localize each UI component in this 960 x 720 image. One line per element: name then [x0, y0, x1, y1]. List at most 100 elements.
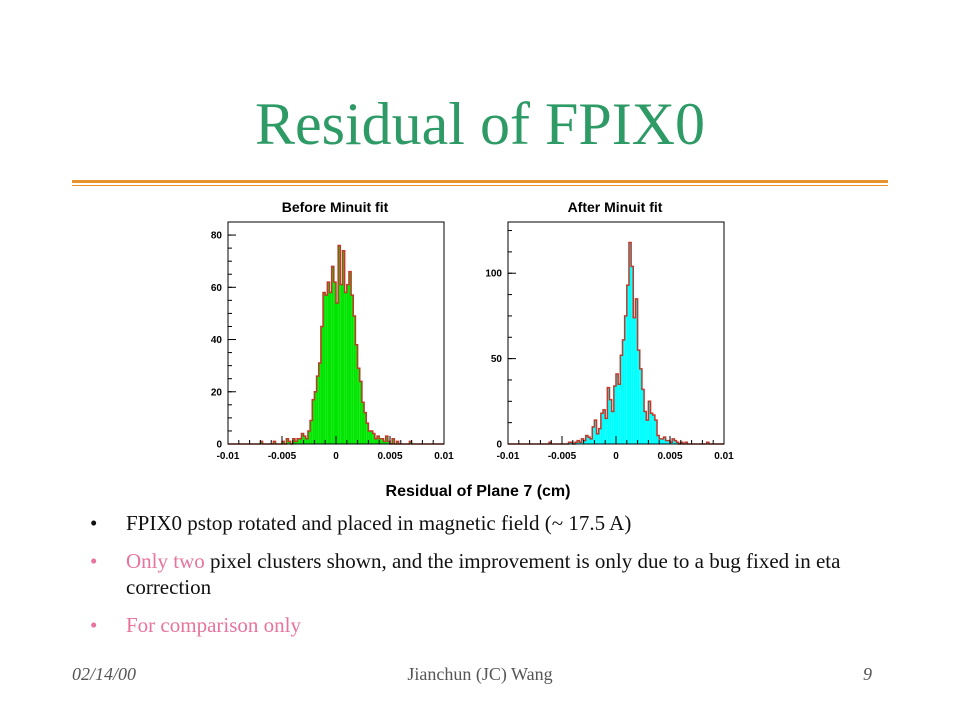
bullet-text-accent: Only two [126, 549, 205, 573]
histogram-bin [383, 441, 386, 444]
histogram-bin [323, 292, 326, 444]
histogram-bin [641, 389, 645, 444]
histogram-bin [652, 414, 655, 444]
x-tick-label: 0.005 [377, 451, 402, 462]
histogram-bin [305, 438, 308, 444]
histogram-bin [348, 271, 352, 444]
histogram-bin [329, 292, 332, 444]
histogram-bin [314, 391, 317, 444]
histogram-bin [396, 441, 399, 444]
histogram-bin [570, 442, 573, 444]
bullet-text-accent: For comparison only [126, 613, 301, 637]
histogram-bin [303, 436, 306, 444]
histogram-bin [331, 266, 334, 444]
x-tick-label: 0.005 [657, 451, 682, 462]
histogram-bin [648, 401, 651, 444]
histogram-bin [611, 411, 614, 444]
x-tick-label: -0.005 [268, 451, 297, 462]
histogram-bin [377, 436, 380, 444]
y-tick-label: 50 [491, 354, 503, 365]
y-tick-label: 60 [211, 283, 223, 294]
histogram-bin [598, 428, 601, 444]
histogram-before: -0.01 -0.005 0 0.005 0.01 0 20 40 60 80 [211, 221, 454, 462]
histogram-bin [661, 438, 664, 444]
histogram-bin [392, 438, 395, 444]
footer-date: 02/14/00 [72, 664, 137, 684]
histogram-bin [366, 423, 369, 444]
histogram-bin [574, 442, 578, 444]
histogram-bin [312, 399, 315, 444]
chart-before-title: Before Minuit fit [282, 199, 389, 215]
bullet-item: • Only two pixel clusters shown, and the … [90, 548, 850, 600]
histogram-bin [385, 436, 388, 444]
histogram-bin [628, 242, 632, 444]
histogram-bin [294, 441, 298, 444]
histogram-bin [605, 418, 608, 444]
x-tick-label: 0.01 [434, 451, 454, 462]
histogram-bin [581, 438, 584, 444]
x-tick-label: 0 [333, 451, 339, 462]
histogram-bin [292, 438, 295, 444]
histogram-bin [327, 282, 330, 444]
histogram-bin [631, 266, 634, 444]
histogram-figure: Before Minuit fit After Minuit fit Resid… [211, 199, 734, 500]
histogram-bin [297, 438, 300, 444]
bullet-item: • FPIX0 pstop rotated and placed in magne… [90, 510, 850, 536]
histogram-bin [364, 412, 367, 444]
histogram-bin [706, 442, 709, 444]
x-tick-label: -0.01 [217, 451, 240, 462]
histogram-bin [667, 440, 670, 444]
histogram-bin [676, 442, 679, 444]
bullet-marker: • [90, 511, 98, 535]
histogram-bin [583, 440, 586, 444]
histogram-bin [659, 438, 662, 444]
histogram-bin [650, 413, 653, 444]
histogram-bin [568, 442, 571, 444]
y-tick-label: 100 [485, 269, 502, 280]
x-tick-label: -0.01 [497, 451, 520, 462]
histogram-bin [307, 430, 311, 444]
title-underline-thin [72, 185, 888, 186]
histogram-bin [379, 438, 382, 444]
histogram-bin [288, 441, 291, 444]
histogram-bin [633, 317, 636, 444]
histogram-bin [355, 344, 358, 444]
histogram-bin [370, 430, 373, 444]
x-axis-label: Residual of Plane 7 (cm) [386, 483, 571, 500]
histogram-bin [338, 245, 341, 444]
y-tick-label: 80 [211, 231, 223, 242]
bullet-text: pixel clusters shown, and the improvemen… [126, 549, 841, 599]
histogram-bin [409, 441, 412, 444]
histogram-bin [620, 355, 623, 444]
histogram-bin [587, 437, 591, 444]
histogram-bin [585, 435, 588, 444]
histogram-bin [301, 433, 304, 444]
slide-title: Residual of FPIX0 [255, 91, 705, 157]
histogram-bin [579, 442, 582, 444]
histogram-bin [618, 384, 621, 444]
x-tick-label: 0.01 [714, 451, 734, 462]
bullet-text: FPIX0 pstop rotated and placed in magnet… [126, 511, 632, 535]
histogram-bin [357, 368, 360, 444]
histogram-bin [603, 409, 606, 444]
footer-author: Jianchun (JC) Wang [407, 664, 553, 684]
y-tick-label: 0 [216, 440, 222, 451]
bullet-item: • For comparison only [90, 612, 850, 638]
histogram-bin [654, 420, 658, 444]
histogram-bin [344, 292, 347, 444]
histogram-bin [646, 420, 649, 444]
histogram-bin [657, 435, 660, 444]
histogram-bin [644, 411, 647, 444]
histogram-bin [622, 339, 625, 444]
histogram-bin [577, 440, 580, 444]
histogram-bin [325, 295, 328, 444]
histogram-bin [381, 438, 384, 444]
histogram-bin [318, 363, 321, 444]
histogram-bin [273, 441, 276, 444]
histogram-bin [353, 316, 356, 444]
histogram-bin [607, 387, 610, 444]
histogram-bin [361, 402, 365, 444]
histogram-bin [665, 440, 668, 444]
histogram-bin [260, 441, 263, 444]
histogram-bin [637, 350, 640, 444]
